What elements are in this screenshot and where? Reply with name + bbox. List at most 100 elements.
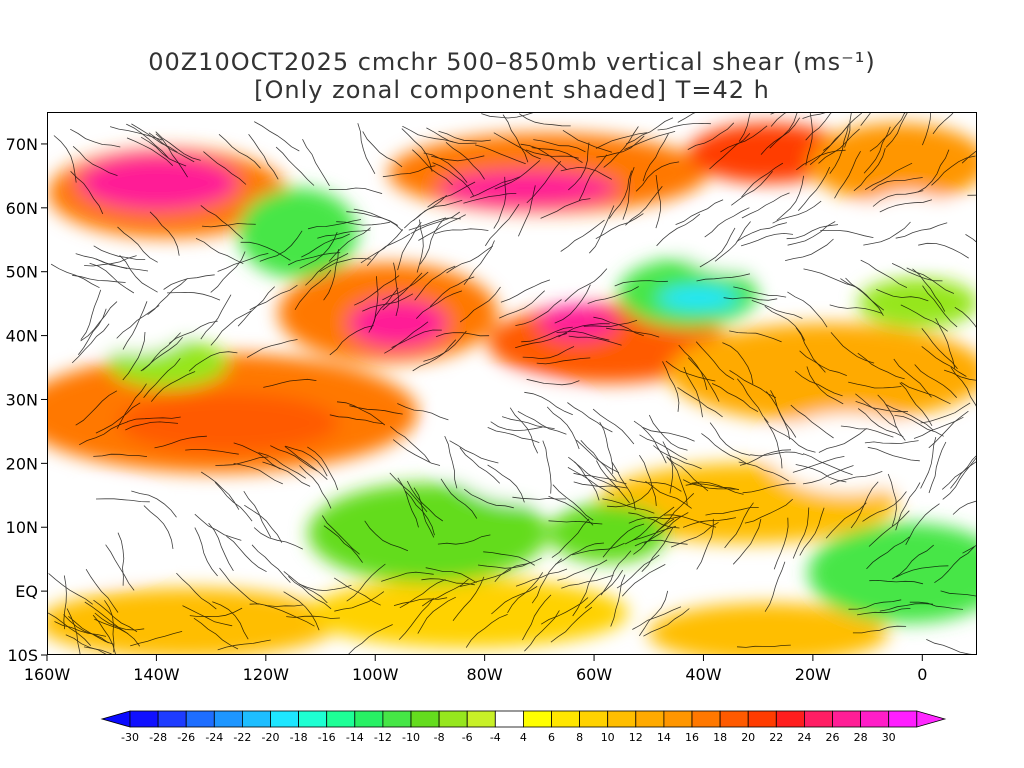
streamline bbox=[194, 527, 218, 577]
streamline bbox=[487, 427, 540, 443]
streamline bbox=[864, 162, 913, 190]
streamline bbox=[900, 304, 948, 332]
streamline bbox=[863, 221, 911, 246]
streamline bbox=[611, 461, 636, 511]
streamline bbox=[928, 441, 947, 494]
streamline bbox=[616, 554, 660, 589]
streamline bbox=[200, 294, 232, 340]
streamline bbox=[215, 456, 269, 466]
lat-tick-label: 10N bbox=[6, 518, 38, 537]
streamline bbox=[595, 132, 648, 149]
streamline bbox=[787, 291, 828, 328]
streamline bbox=[421, 578, 469, 607]
streamline bbox=[299, 465, 332, 509]
streamline bbox=[80, 301, 118, 342]
streamline bbox=[193, 617, 239, 650]
streamline bbox=[567, 402, 613, 433]
streamline bbox=[188, 351, 238, 372]
streamline bbox=[869, 579, 924, 585]
streamline bbox=[262, 461, 311, 487]
streamline bbox=[869, 113, 905, 152]
streamline bbox=[390, 426, 431, 463]
streamline bbox=[80, 289, 102, 340]
streamline bbox=[413, 487, 435, 538]
streamline bbox=[633, 420, 667, 464]
streamline bbox=[226, 535, 267, 573]
streamline bbox=[740, 232, 794, 247]
map-title-line1: 00Z10OCT2025 cmchr 500–850mb vertical sh… bbox=[148, 48, 876, 76]
streamline bbox=[217, 639, 271, 651]
streamline bbox=[283, 591, 320, 631]
streamline bbox=[732, 518, 762, 565]
streamline bbox=[830, 332, 875, 364]
streamline bbox=[829, 304, 883, 314]
streamlines bbox=[48, 113, 976, 654]
streamline bbox=[328, 227, 371, 262]
lon-tick-label: 120W bbox=[243, 665, 290, 684]
streamline bbox=[307, 219, 362, 230]
streamline bbox=[934, 546, 975, 584]
streamline bbox=[208, 522, 234, 572]
streamline bbox=[429, 276, 475, 307]
lon-tick-label: 0 bbox=[917, 665, 927, 684]
streamline bbox=[417, 596, 456, 634]
streamline bbox=[635, 161, 680, 192]
streamline bbox=[131, 490, 177, 518]
streamline bbox=[568, 142, 590, 191]
streamline bbox=[432, 162, 474, 197]
streamline bbox=[402, 125, 454, 143]
streamline bbox=[127, 416, 181, 422]
streamline bbox=[863, 126, 891, 174]
streamline bbox=[921, 328, 958, 369]
streamline bbox=[942, 457, 976, 500]
streamline bbox=[744, 498, 793, 524]
streamline bbox=[906, 267, 955, 294]
streamline bbox=[683, 366, 703, 418]
streamline bbox=[639, 454, 657, 506]
streamline bbox=[643, 608, 690, 637]
streamline bbox=[893, 358, 932, 398]
streamline bbox=[248, 133, 279, 180]
streamline bbox=[562, 129, 613, 153]
streamline bbox=[487, 464, 525, 503]
streamline bbox=[818, 427, 867, 453]
map-title-line2: [Only zonal component shaded] T=42 h bbox=[254, 76, 770, 104]
streamline bbox=[899, 382, 933, 427]
streamline bbox=[599, 421, 614, 474]
streamline bbox=[75, 390, 118, 426]
streamline bbox=[879, 199, 933, 213]
streamline bbox=[200, 471, 240, 510]
streamline bbox=[288, 576, 332, 610]
streamline bbox=[540, 198, 591, 219]
streamline bbox=[259, 230, 303, 262]
streamline bbox=[770, 113, 786, 127]
streamline bbox=[494, 160, 541, 190]
streamline bbox=[634, 539, 688, 547]
streamline bbox=[772, 200, 822, 224]
streamline bbox=[952, 500, 976, 515]
streamline bbox=[704, 207, 750, 238]
lon-tick-label: 20W bbox=[795, 665, 831, 684]
streamline bbox=[628, 515, 682, 524]
streamline bbox=[66, 608, 81, 654]
streamline bbox=[885, 404, 934, 431]
streamline bbox=[254, 121, 300, 152]
streamline bbox=[427, 181, 476, 208]
streamline bbox=[258, 452, 307, 479]
streamline bbox=[548, 520, 603, 525]
streamline bbox=[515, 299, 562, 326]
streamline bbox=[633, 518, 675, 555]
streamline bbox=[244, 504, 283, 543]
streamline bbox=[887, 473, 897, 527]
streamline bbox=[218, 134, 261, 169]
streamline bbox=[509, 407, 539, 454]
streamline bbox=[768, 425, 816, 453]
streamline bbox=[922, 113, 932, 146]
streamline bbox=[105, 544, 135, 591]
streamline bbox=[576, 439, 620, 473]
streamline bbox=[391, 329, 442, 348]
streamline bbox=[329, 325, 374, 356]
streamline bbox=[764, 561, 786, 612]
streamline bbox=[840, 425, 894, 438]
streamline bbox=[677, 113, 696, 123]
